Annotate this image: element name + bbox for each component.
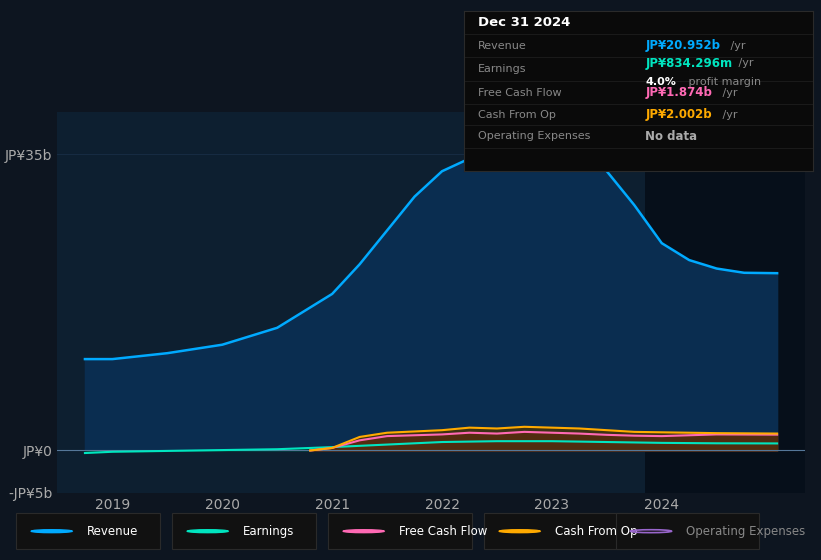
Circle shape — [187, 530, 228, 533]
Text: Cash From Op: Cash From Op — [555, 525, 637, 538]
Bar — [645, 112, 805, 493]
Text: No data: No data — [645, 130, 697, 143]
Text: 4.0%: 4.0% — [645, 77, 677, 87]
Text: Earnings: Earnings — [243, 525, 295, 538]
Circle shape — [499, 530, 540, 533]
Text: JP¥20.952b: JP¥20.952b — [645, 39, 720, 52]
Circle shape — [343, 530, 384, 533]
Text: /yr: /yr — [736, 58, 754, 68]
Circle shape — [31, 530, 72, 533]
Text: Operating Expenses: Operating Expenses — [686, 525, 805, 538]
Text: Earnings: Earnings — [478, 64, 526, 74]
Text: profit margin: profit margin — [686, 77, 762, 87]
Text: Dec 31 2024: Dec 31 2024 — [478, 16, 571, 29]
Text: Revenue: Revenue — [478, 40, 526, 50]
Text: Operating Expenses: Operating Expenses — [478, 132, 590, 142]
FancyBboxPatch shape — [328, 513, 472, 549]
Text: Free Cash Flow: Free Cash Flow — [399, 525, 488, 538]
FancyBboxPatch shape — [16, 513, 160, 549]
Text: /yr: /yr — [727, 40, 745, 50]
Text: JP¥2.002b: JP¥2.002b — [645, 109, 712, 122]
Text: Free Cash Flow: Free Cash Flow — [478, 87, 562, 97]
Text: /yr: /yr — [719, 87, 738, 97]
FancyBboxPatch shape — [484, 513, 628, 549]
Text: JP¥834.296m: JP¥834.296m — [645, 57, 732, 69]
FancyBboxPatch shape — [616, 513, 759, 549]
Text: JP¥1.874b: JP¥1.874b — [645, 86, 712, 99]
Text: Cash From Op: Cash From Op — [478, 110, 556, 120]
Text: Revenue: Revenue — [87, 525, 139, 538]
Text: /yr: /yr — [719, 110, 738, 120]
FancyBboxPatch shape — [172, 513, 316, 549]
